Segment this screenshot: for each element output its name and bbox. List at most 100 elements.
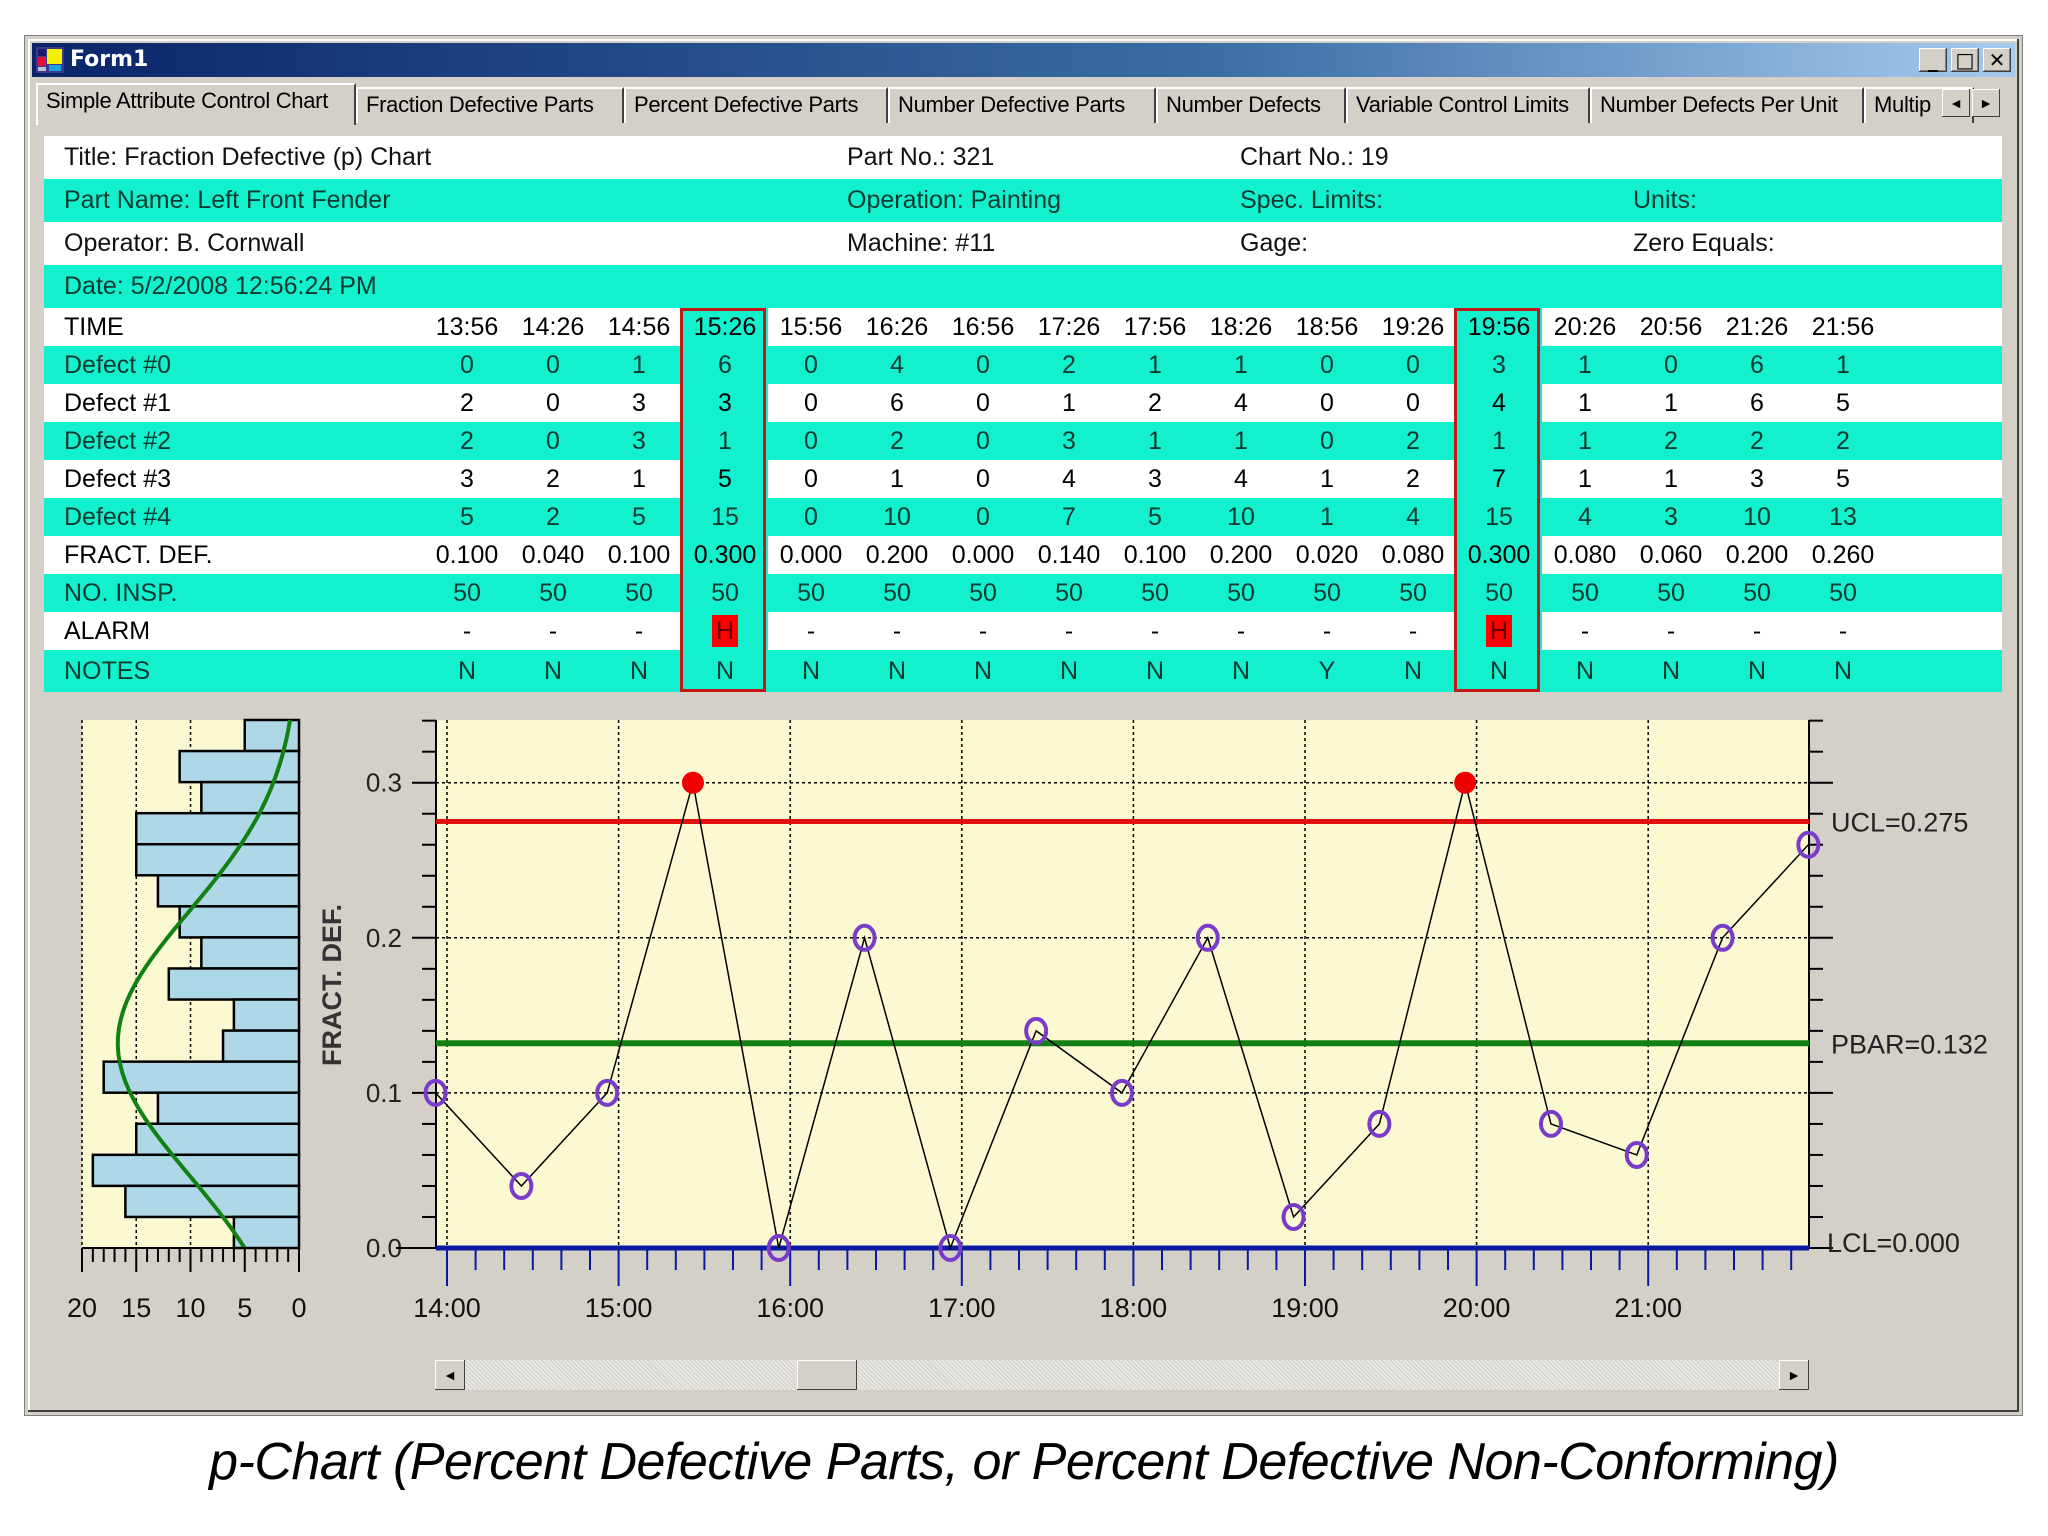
grid-cell[interactable]: - [1838,617,1848,645]
grid-cell[interactable]: 0 [546,351,560,379]
grid-cell[interactable]: 0.080 [1553,541,1617,569]
grid-cell[interactable]: 20:56 [1639,313,1703,341]
grid-cell[interactable]: 50 [1055,579,1083,607]
grid-cell[interactable]: 50 [1141,579,1169,607]
grid-cell[interactable]: 0.100 [435,541,499,569]
grid-cell[interactable]: 4 [1062,465,1076,493]
grid-cell[interactable]: Y [1318,657,1336,685]
grid-cell[interactable]: 3 [1148,465,1162,493]
grid-cell[interactable]: 50 [797,579,825,607]
grid-cell[interactable]: 1 [1578,427,1592,455]
grid-cell[interactable]: 1 [1578,465,1592,493]
grid-cell[interactable]: 1 [632,351,646,379]
grid-cell[interactable]: - [1322,617,1332,645]
grid-cell[interactable]: 21:56 [1811,313,1875,341]
grid-cell[interactable]: 50 [1829,579,1857,607]
grid-cell[interactable]: N [629,657,649,685]
grid-cell[interactable]: - [978,617,988,645]
grid-cell[interactable]: - [548,617,558,645]
grid-cell[interactable]: 0.200 [1209,541,1273,569]
grid-cell[interactable]: 1 [1148,427,1162,455]
tab-variable-control-limits[interactable]: Variable Control Limits [1346,87,1590,123]
grid-cell[interactable]: 4 [1234,389,1248,417]
grid-cell[interactable]: 50 [539,579,567,607]
grid-cell[interactable]: 2 [1406,465,1420,493]
grid-cell[interactable]: 5 [1836,389,1850,417]
grid-cell[interactable]: 0.300 [682,536,768,574]
grid-cell[interactable]: 4 [1578,503,1592,531]
grid-cell[interactable]: - [1150,617,1160,645]
grid-cell[interactable]: 0.100 [1123,541,1187,569]
grid-cell[interactable]: 6 [1750,389,1764,417]
grid-cell[interactable]: 2 [1664,427,1678,455]
tab-scroll-right-button[interactable]: ► [1972,89,2000,117]
grid-cell[interactable]: 0.140 [1037,541,1101,569]
grid-cell[interactable]: 0 [976,465,990,493]
grid-cell[interactable]: 0.300 [1456,536,1542,574]
grid-cell[interactable]: - [1236,617,1246,645]
grid-cell[interactable]: 50 [1657,579,1685,607]
grid-cell[interactable]: 19:56 [1456,308,1542,346]
grid-cell[interactable]: N [1059,657,1079,685]
grid-cell[interactable]: 1 [1664,465,1678,493]
grid-cell[interactable]: 2 [460,427,474,455]
grid-cell[interactable]: N [543,657,563,685]
grid-cell[interactable]: 5 [1836,465,1850,493]
grid-cell[interactable]: 2 [890,427,904,455]
minimize-button[interactable]: _ [1919,48,1947,72]
grid-cell[interactable]: 0.000 [951,541,1015,569]
horizontal-scrollbar[interactable]: ◄ ► [435,1360,1809,1390]
grid-cell[interactable]: 0 [804,465,818,493]
grid-cell[interactable]: 6 [890,389,904,417]
grid-cell[interactable]: 2 [460,389,474,417]
grid-cell[interactable]: 50 [1571,579,1599,607]
grid-cell[interactable]: 1 [1492,427,1506,455]
grid-cell[interactable]: 4 [890,351,904,379]
grid-cell[interactable]: 2 [1062,351,1076,379]
grid-cell[interactable]: 7 [1456,460,1542,498]
grid-cell[interactable]: 0 [976,351,990,379]
grid-cell[interactable]: 1 [1234,427,1248,455]
grid-cell[interactable]: 17:26 [1037,313,1101,341]
grid-cell[interactable]: 50 [883,579,911,607]
grid-cell[interactable]: 1 [1234,351,1248,379]
grid-cell[interactable]: 50 [1743,579,1771,607]
grid-cell[interactable]: 1 [1148,351,1162,379]
grid-cell[interactable]: 0 [1320,351,1334,379]
tab-percent-defective-parts[interactable]: Percent Defective Parts [624,87,888,123]
tab-fraction-defective-parts[interactable]: Fraction Defective Parts [356,87,624,123]
grid-cell[interactable]: 0 [976,389,990,417]
grid-cell[interactable]: N [801,657,821,685]
grid-cell[interactable]: 0 [460,351,474,379]
grid-cell[interactable]: 15 [711,503,739,531]
scroll-thumb[interactable] [797,1360,857,1390]
grid-cell[interactable]: 0.020 [1295,541,1359,569]
grid-cell[interactable]: 1 [1578,351,1592,379]
grid-cell[interactable]: 0.040 [521,541,585,569]
grid-cell[interactable]: 3 [632,427,646,455]
grid-cell[interactable]: 3 [1492,351,1506,379]
grid-cell[interactable]: 21:26 [1725,313,1789,341]
grid-cell[interactable]: 15 [1485,503,1513,531]
tab-number-defects-per-unit[interactable]: Number Defects Per Unit [1590,87,1864,123]
grid-cell[interactable]: 0 [804,427,818,455]
grid-cell[interactable]: 6 [718,351,732,379]
maximize-button[interactable]: □ [1951,48,1979,72]
grid-cell[interactable]: 1 [890,465,904,493]
grid-cell[interactable]: 3 [632,389,646,417]
grid-cell[interactable]: 6 [1750,351,1764,379]
grid-cell[interactable]: 0.000 [779,541,843,569]
grid-cell[interactable]: 18:56 [1295,313,1359,341]
grid-cell[interactable]: 10 [883,503,911,531]
grid-cell[interactable]: 10 [1227,503,1255,531]
grid-cell[interactable]: 2 [1148,389,1162,417]
grid-cell[interactable]: 1 [1320,503,1334,531]
grid-cell[interactable]: 50 [1485,579,1513,607]
grid-cell[interactable]: 1 [1664,389,1678,417]
grid-cell[interactable]: 20:26 [1553,313,1617,341]
grid-cell[interactable]: 5 [632,503,646,531]
scroll-right-button[interactable]: ► [1779,1360,1809,1390]
grid-cell[interactable]: 16:56 [951,313,1015,341]
grid-cell[interactable]: 10 [1743,503,1771,531]
grid-cell[interactable]: 18:26 [1209,313,1273,341]
